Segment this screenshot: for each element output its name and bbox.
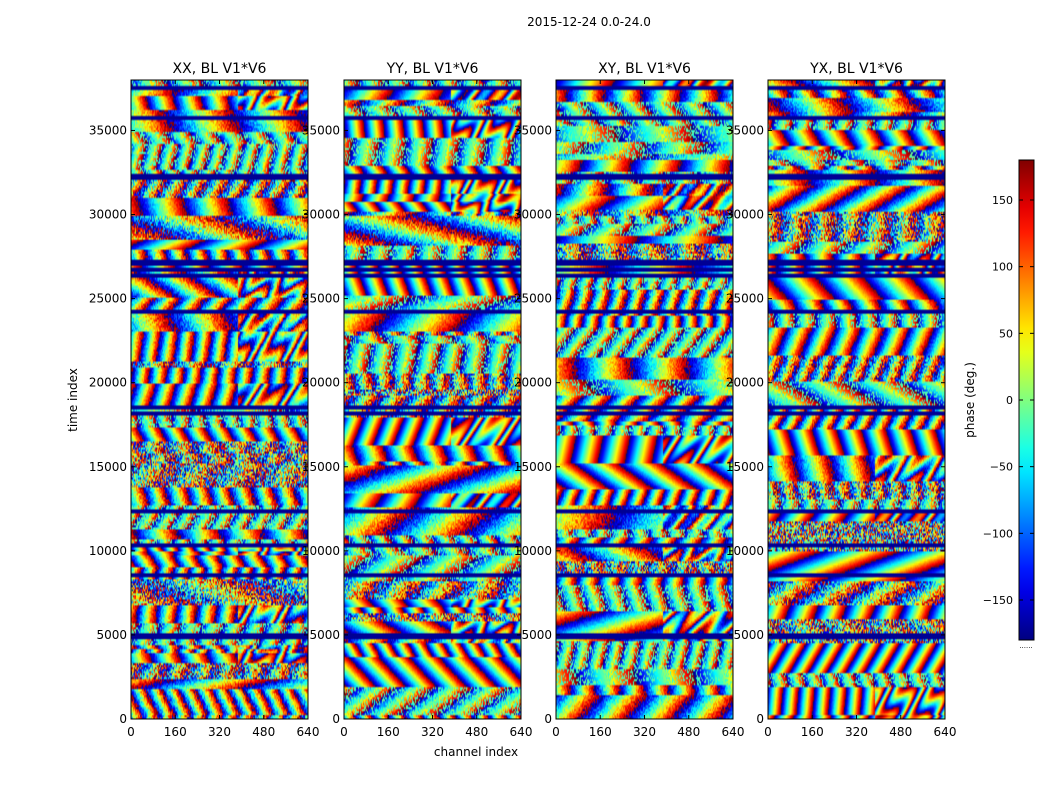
panel-title-3: XY, BL V1*V6	[598, 61, 691, 77]
x-tick-label: 320	[421, 725, 444, 739]
y-tick-label: 5000	[309, 628, 340, 642]
panel-title-1: XX, BL V1*V6	[173, 61, 267, 77]
x-tick-label: 160	[377, 725, 400, 739]
x-tick-label: 480	[465, 725, 488, 739]
x-tick-label: 0	[127, 725, 135, 739]
x-tick-label: 0	[340, 725, 348, 739]
colorbar-tick-label: 150	[992, 194, 1013, 207]
y-tick-label: 15000	[302, 460, 340, 474]
phase-heatmap-3	[556, 80, 733, 719]
x-tick-label: 640	[722, 725, 745, 739]
y-tick-label: 20000	[514, 376, 552, 390]
y-axis-label: time index	[66, 368, 80, 432]
y-tick-label: 25000	[514, 292, 552, 306]
y-tick-label: 30000	[89, 208, 127, 222]
colorbar: −150 −100 −50 0 50 100 150	[983, 159, 1035, 641]
y-tick-label: 35000	[726, 123, 764, 137]
x-tick-label: 480	[252, 725, 275, 739]
x-tick-label: 320	[633, 725, 656, 739]
x-tick-label: 480	[677, 725, 700, 739]
x-tick-label: 640	[510, 725, 533, 739]
y-tick-label: 20000	[302, 376, 340, 390]
colorbar-footer: ......	[1019, 642, 1032, 650]
y-tick-label: 35000	[302, 123, 340, 137]
x-axis-label: channel index	[434, 745, 518, 759]
x-tick-label: 640	[297, 725, 320, 739]
x-tick-label: 160	[589, 725, 612, 739]
y-tick-label: 0	[332, 712, 340, 726]
y-tick-label: 10000	[514, 544, 552, 558]
panel-title-2: YY, BL V1*V6	[386, 61, 479, 77]
y-tick-label: 5000	[96, 628, 127, 642]
colorbar-tick-label: −150	[983, 594, 1013, 607]
phase-heatmap-4	[768, 80, 945, 719]
y-tick-label: 10000	[89, 544, 127, 558]
y-tick-label: 20000	[89, 376, 127, 390]
y-tick-label: 25000	[726, 292, 764, 306]
colorbar-tick-label: 50	[999, 327, 1013, 340]
panel-title-4: YX, BL V1*V6	[809, 61, 903, 77]
y-tick-label: 30000	[302, 208, 340, 222]
x-tick-label: 320	[845, 725, 868, 739]
panel-4: YX, BL V1*V6 0 160 320 480 640 0 5000 10000 15000…	[726, 61, 957, 739]
colorbar-tick-label: −50	[990, 461, 1013, 474]
panels-group: XX, BL V1*V6 0 160 320 480 640 0 5000 10000 15000…	[89, 61, 957, 739]
x-tick-label: 640	[934, 725, 957, 739]
x-tick-label: 320	[208, 725, 231, 739]
y-tick-label: 35000	[514, 123, 552, 137]
panel-2: YY, BL V1*V6 0 160 320 480 640 0 5000 10000 15000…	[302, 61, 533, 739]
y-tick-label: 0	[119, 712, 127, 726]
y-tick-label: 15000	[514, 460, 552, 474]
y-tick-label: 10000	[302, 544, 340, 558]
y-tick-label: 5000	[733, 628, 764, 642]
x-tick-label: 160	[801, 725, 824, 739]
y-tick-label: 15000	[726, 460, 764, 474]
colorbar-tick-label: 0	[1006, 394, 1013, 407]
colorbar-label: phase (deg.)	[963, 362, 977, 438]
panel-3: XY, BL V1*V6 0 160 320 480 640 0 5000 10000 15000…	[514, 61, 745, 739]
y-tick-label: 30000	[514, 208, 552, 222]
phase-heatmap-2	[344, 80, 521, 719]
y-tick-label: 0	[756, 712, 764, 726]
x-tick-label: 160	[164, 725, 187, 739]
figure-suptitle: 2015-12-24 0.0-24.0	[527, 15, 651, 29]
y-tick-label: 5000	[521, 628, 552, 642]
colorbar-tick-label: −100	[983, 527, 1013, 540]
phase-heatmap-1	[131, 80, 308, 719]
y-tick-label: 25000	[89, 292, 127, 306]
colorbar-tick-label: 100	[992, 261, 1013, 274]
x-tick-label: 0	[552, 725, 560, 739]
colorbar-gradient	[1019, 160, 1034, 640]
panel-1: XX, BL V1*V6 0 160 320 480 640 0 5000 10000 15000…	[89, 61, 320, 739]
x-tick-label: 480	[889, 725, 912, 739]
y-tick-label: 10000	[726, 544, 764, 558]
y-tick-label: 25000	[302, 292, 340, 306]
y-tick-label: 0	[544, 712, 552, 726]
x-tick-label: 0	[764, 725, 772, 739]
y-tick-label: 30000	[726, 208, 764, 222]
y-tick-label: 35000	[89, 123, 127, 137]
y-tick-label: 20000	[726, 376, 764, 390]
y-tick-label: 15000	[89, 460, 127, 474]
